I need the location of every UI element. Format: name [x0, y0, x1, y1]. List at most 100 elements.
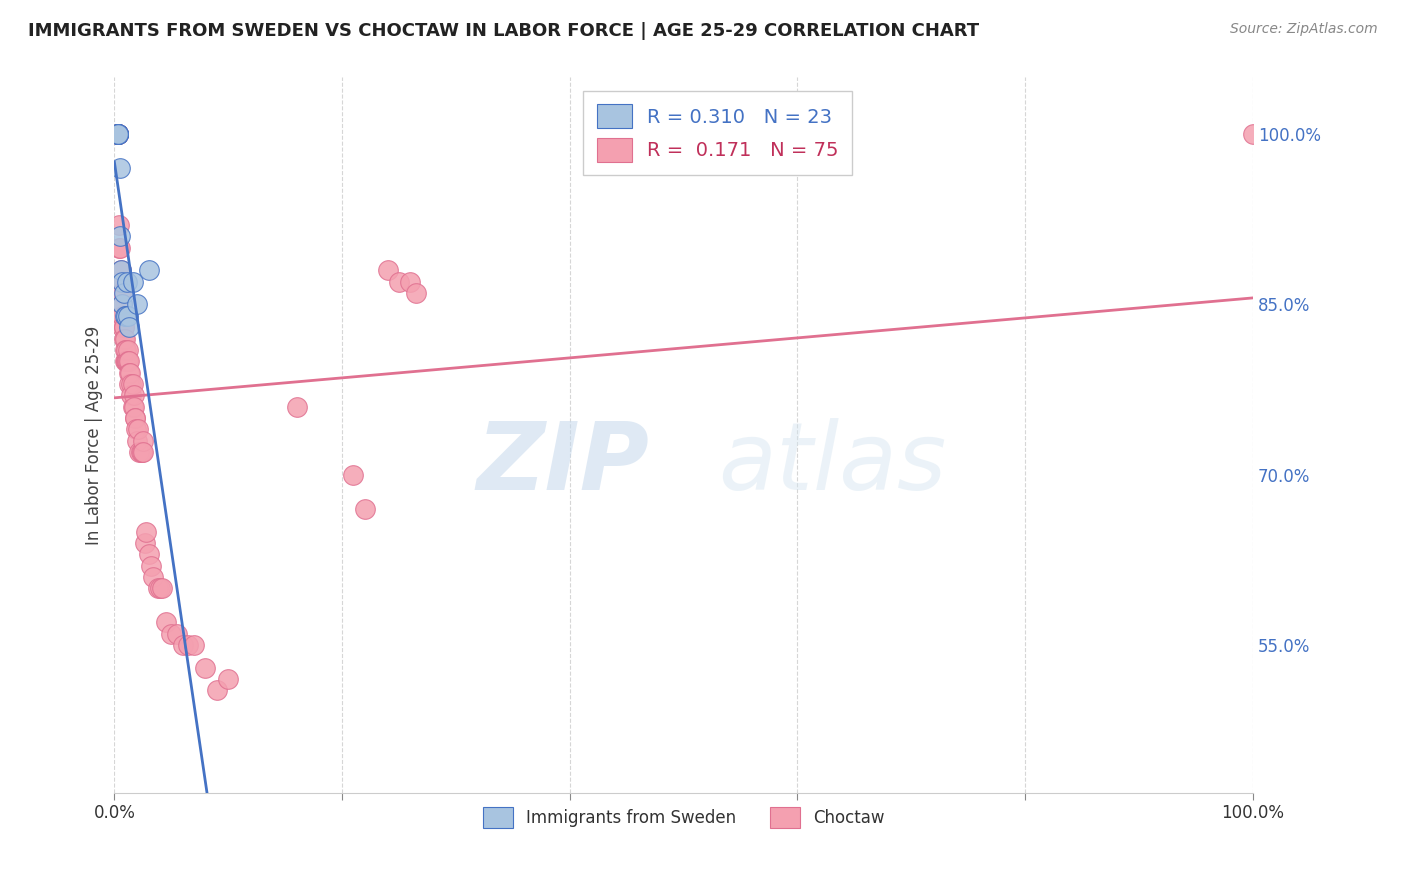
Y-axis label: In Labor Force | Age 25-29: In Labor Force | Age 25-29 — [86, 326, 103, 545]
Point — [107, 127, 129, 141]
Point — [1241, 127, 1264, 141]
Point — [107, 127, 129, 141]
Legend: Immigrants from Sweden, Choctaw: Immigrants from Sweden, Choctaw — [477, 801, 891, 834]
Point — [131, 445, 153, 459]
Point — [122, 400, 145, 414]
Point — [124, 411, 146, 425]
Point — [217, 672, 239, 686]
Point — [127, 422, 149, 436]
Point — [139, 558, 162, 573]
Point — [107, 127, 129, 141]
Text: ZIP: ZIP — [477, 417, 650, 509]
Point — [107, 127, 129, 141]
Point — [107, 127, 129, 141]
Point — [107, 127, 129, 141]
Point — [115, 354, 138, 368]
Point — [117, 343, 139, 357]
Point — [132, 445, 155, 459]
Point — [114, 309, 136, 323]
Point — [107, 127, 129, 141]
Point — [107, 127, 129, 141]
Point — [160, 626, 183, 640]
Text: Source: ZipAtlas.com: Source: ZipAtlas.com — [1230, 22, 1378, 37]
Point — [114, 354, 136, 368]
Point — [114, 309, 136, 323]
Point — [117, 309, 139, 323]
Point — [107, 127, 129, 141]
Point — [128, 445, 150, 459]
Point — [121, 400, 143, 414]
Point — [146, 582, 169, 596]
Point — [121, 376, 143, 391]
Point — [114, 343, 136, 357]
Point — [127, 434, 149, 448]
Point — [127, 297, 149, 311]
Point — [166, 626, 188, 640]
Point — [111, 297, 134, 311]
Point — [114, 354, 136, 368]
Point — [183, 638, 205, 652]
Point — [115, 275, 138, 289]
Point — [114, 332, 136, 346]
Point — [111, 309, 134, 323]
Point — [118, 320, 141, 334]
Point — [107, 127, 129, 141]
Text: atlas: atlas — [718, 418, 946, 509]
Point — [118, 366, 141, 380]
Point — [121, 275, 143, 289]
Point — [388, 275, 411, 289]
Point — [150, 582, 173, 596]
Point — [118, 376, 141, 391]
Point — [205, 683, 228, 698]
Point — [107, 127, 129, 141]
Point — [108, 241, 131, 255]
Point — [149, 582, 172, 596]
Point — [121, 388, 143, 402]
Point — [135, 524, 157, 539]
Point — [110, 286, 132, 301]
Point — [108, 229, 131, 244]
Point — [134, 536, 156, 550]
Point — [121, 376, 143, 391]
Point — [112, 320, 135, 334]
Point — [377, 263, 399, 277]
Point — [108, 218, 131, 232]
Point — [118, 354, 141, 368]
Point — [399, 275, 422, 289]
Point — [285, 400, 308, 414]
Point — [172, 638, 194, 652]
Point — [114, 343, 136, 357]
Point — [108, 241, 131, 255]
Point — [194, 661, 217, 675]
Point — [110, 263, 132, 277]
Point — [112, 332, 135, 346]
Point — [177, 638, 200, 652]
Point — [107, 127, 129, 141]
Point — [114, 354, 136, 368]
Point — [107, 127, 129, 141]
Point — [112, 286, 135, 301]
Point — [120, 366, 142, 380]
Point — [111, 297, 134, 311]
Point — [107, 127, 129, 141]
Point — [405, 286, 427, 301]
Point — [142, 570, 165, 584]
Point — [107, 127, 129, 141]
Point — [117, 354, 139, 368]
Point — [354, 501, 377, 516]
Point — [107, 127, 129, 141]
Point — [132, 434, 155, 448]
Point — [108, 275, 131, 289]
Point — [107, 127, 129, 141]
Point — [115, 354, 138, 368]
Point — [122, 388, 145, 402]
Point — [111, 320, 134, 334]
Text: IMMIGRANTS FROM SWEDEN VS CHOCTAW IN LABOR FORCE | AGE 25-29 CORRELATION CHART: IMMIGRANTS FROM SWEDEN VS CHOCTAW IN LAB… — [28, 22, 979, 40]
Point — [155, 615, 177, 630]
Point — [125, 422, 148, 436]
Point — [138, 547, 160, 561]
Point — [111, 275, 134, 289]
Point — [138, 263, 160, 277]
Point — [110, 263, 132, 277]
Point — [129, 445, 152, 459]
